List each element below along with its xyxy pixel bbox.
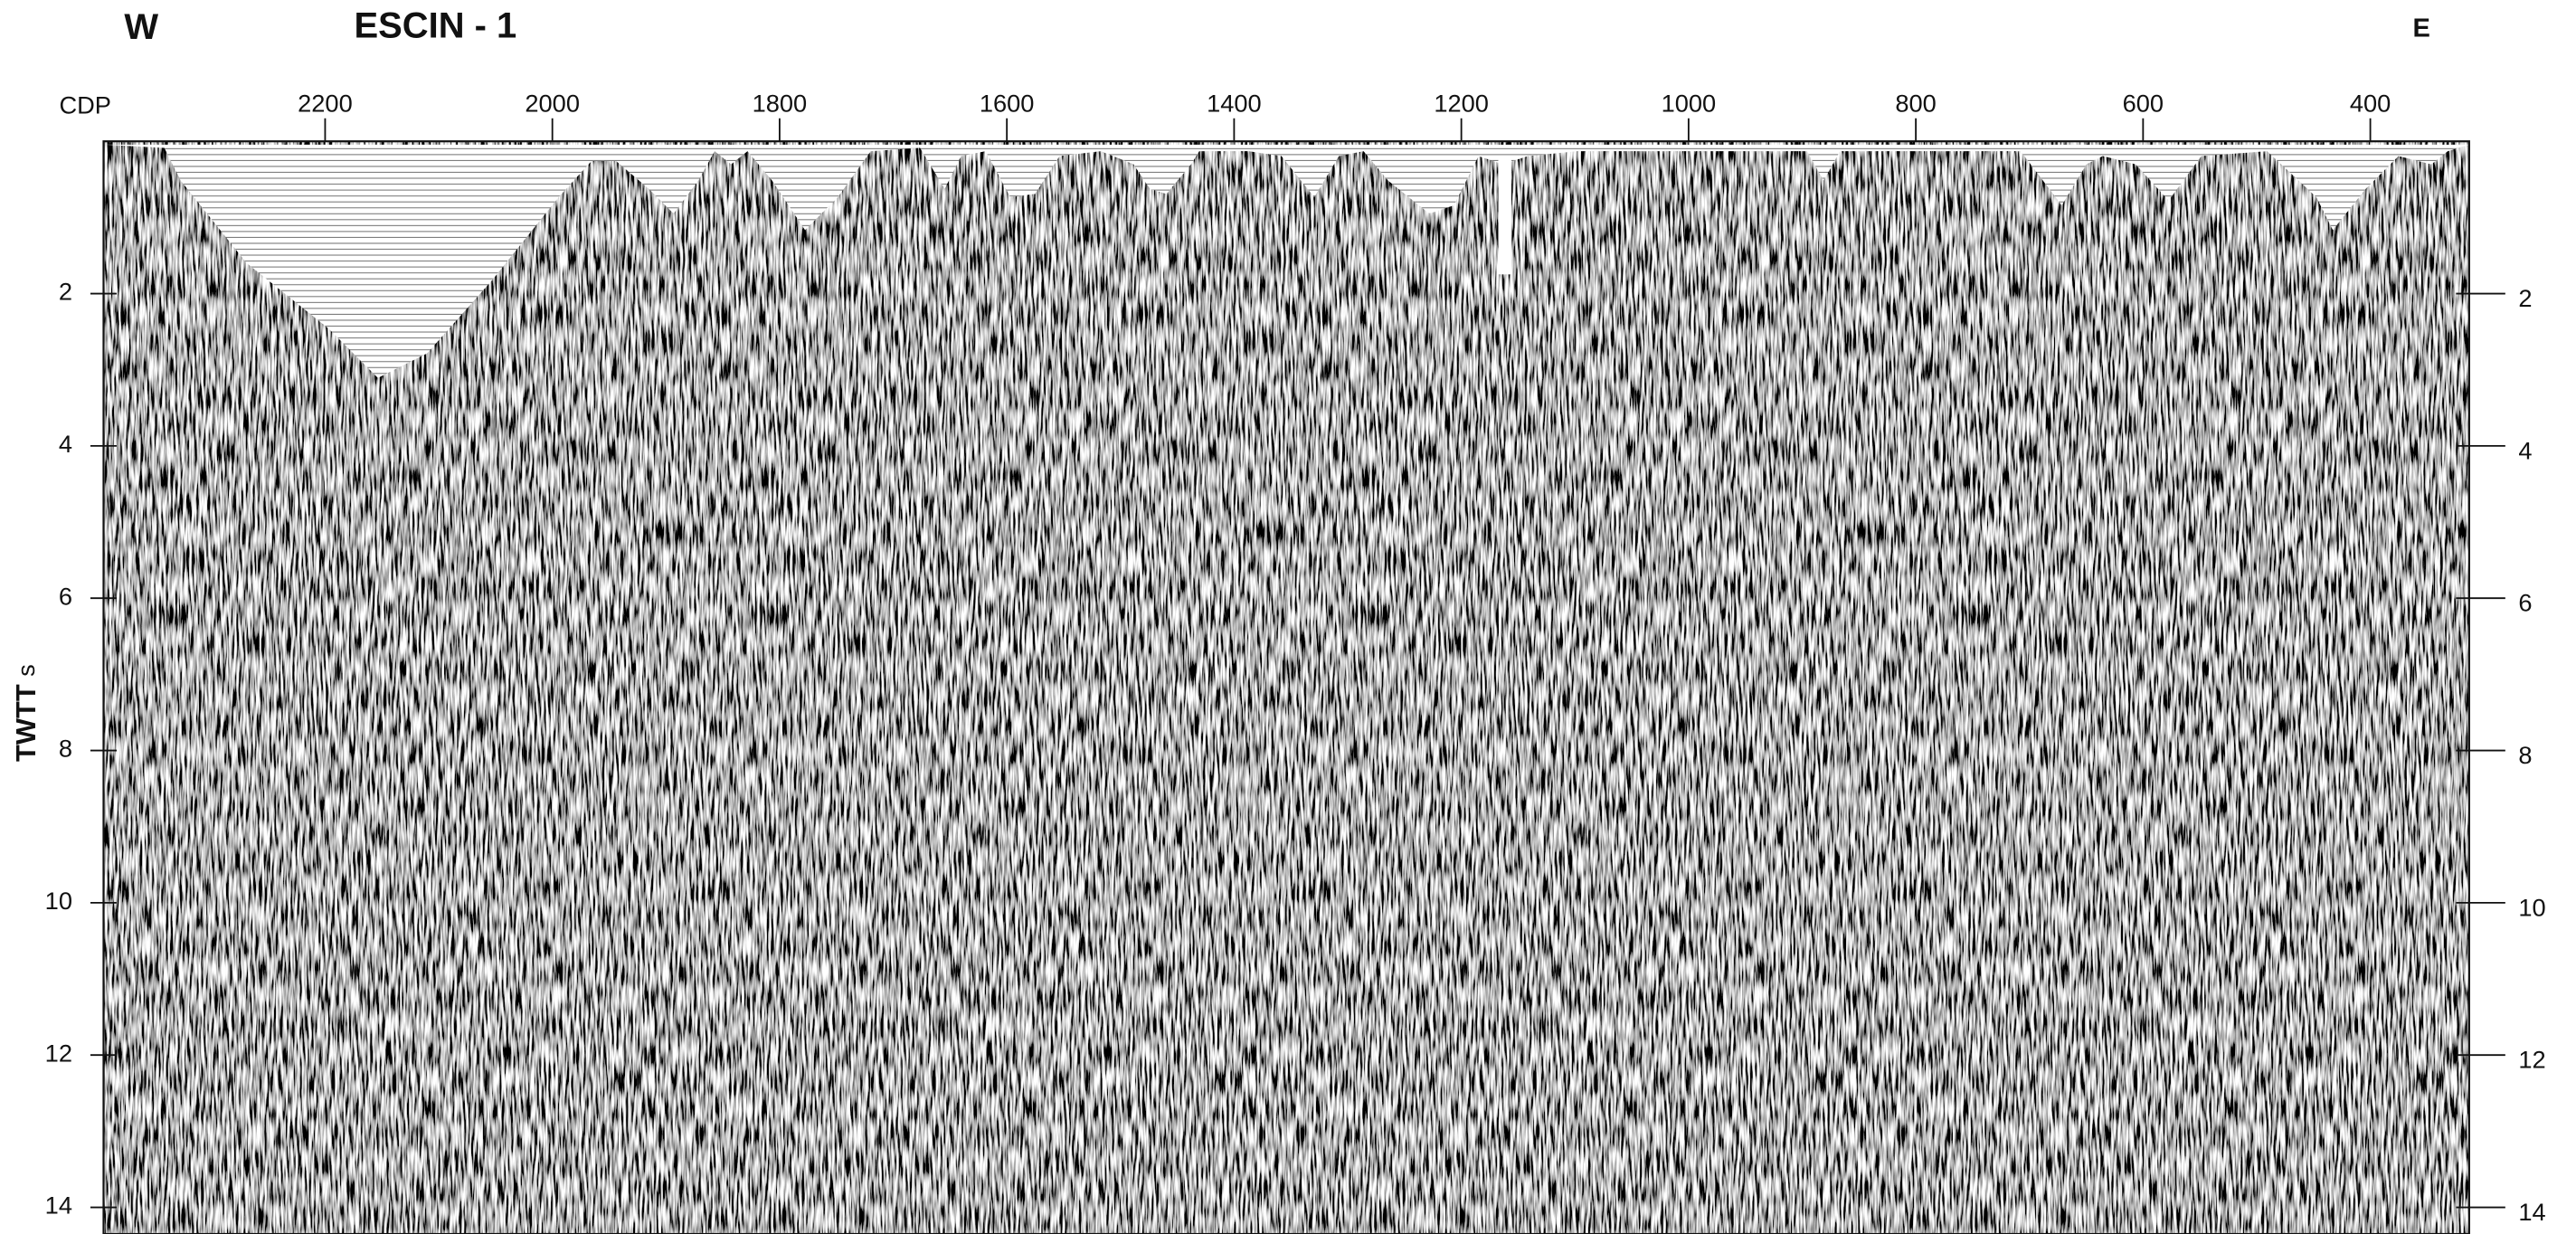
chart-title: ESCIN - 1 [354, 5, 516, 45]
x-tick-label: 1200 [1434, 89, 1489, 117]
y-tick-label-left: 14 [45, 1191, 72, 1220]
x-tick-label: 1800 [753, 89, 808, 117]
y-tick-label-right: 4 [2518, 436, 2532, 464]
seismic-chart: W ESCIN - 1 E CDP TWTT s 2200 2000 1800 160… [0, 0, 2576, 1234]
y-tick-label-right: 12 [2518, 1046, 2545, 1074]
y-tick-label-right: 8 [2518, 741, 2532, 769]
y-tick-label-left: 6 [59, 582, 72, 610]
x-tick-label: 1600 [980, 89, 1035, 117]
y-tick-label-right: 6 [2518, 589, 2532, 617]
x-axis-label: CDP [59, 90, 111, 119]
east-label: E [2413, 14, 2430, 43]
x-tick-label: 600 [2123, 89, 2164, 117]
y-tick-label-right: 2 [2518, 284, 2532, 312]
x-tick-label: 2200 [298, 89, 353, 117]
y-tick-label-left: 4 [59, 430, 72, 458]
y-axis-label: TWTT [10, 684, 42, 762]
x-tick-label: 400 [2350, 89, 2391, 117]
x-tick-label: 1400 [1207, 89, 1262, 117]
x-tick-label: 2000 [525, 89, 580, 117]
y-tick-label-right: 10 [2518, 893, 2545, 921]
y-tick-label-left: 12 [45, 1039, 72, 1067]
y-axis-unit: s [12, 664, 40, 677]
y-tick-label-left: 10 [45, 887, 72, 915]
data-gap [1498, 157, 1511, 275]
west-label: W [124, 7, 158, 47]
page: W ESCIN - 1 E CDP TWTT s 2200 2000 1800 160… [0, 0, 2576, 1234]
y-tick-label-left: 8 [59, 735, 72, 763]
x-tick-label: 800 [1895, 89, 1936, 117]
y-tick-label-right: 14 [2518, 1198, 2545, 1226]
x-tick-label: 1000 [1662, 89, 1717, 117]
y-tick-label-left: 2 [59, 278, 72, 306]
